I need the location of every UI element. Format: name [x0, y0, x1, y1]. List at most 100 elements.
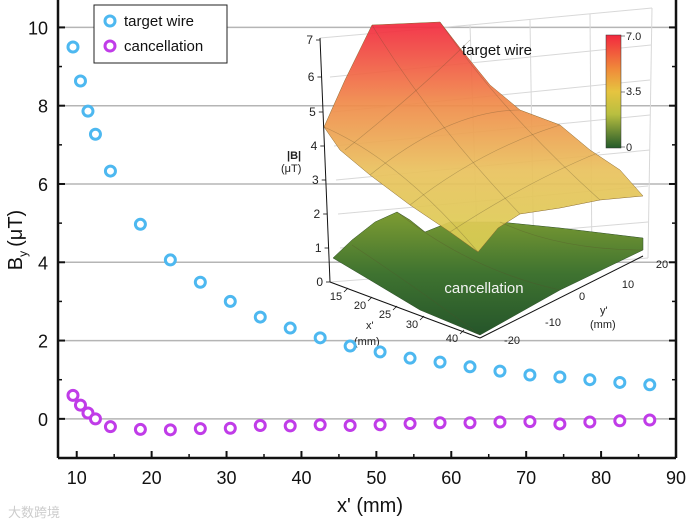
cancellation-surface-label: cancellation	[444, 280, 523, 297]
target-wire-point	[81, 104, 95, 118]
inset-z-label: |B|	[287, 150, 301, 162]
cancellation-point	[103, 420, 117, 434]
inset-x-tick	[392, 305, 398, 311]
y-axis-label: By (μT)	[5, 210, 30, 270]
target-wire-point	[373, 345, 387, 359]
target-wire-point	[643, 378, 657, 392]
colorbar-ticks	[621, 35, 625, 148]
legend-marker-target-wire	[103, 14, 117, 28]
legend-label-target-wire: target wire	[124, 13, 194, 30]
target-wire-point	[313, 331, 327, 345]
inset-z-tick-label: 7	[306, 33, 313, 47]
inset-y-tick-label: 20	[656, 259, 668, 271]
inset-y-tick-label: -10	[545, 317, 561, 329]
svg-text:By(μT): By (μT)	[5, 210, 30, 270]
legend-box	[93, 4, 228, 64]
inset-z-tick-label: 2	[313, 207, 320, 221]
inset-x-tick-label: 15	[330, 291, 342, 303]
target-wire-point	[253, 310, 267, 324]
x-axis-label: x' (mm)	[337, 495, 403, 517]
x-tick-label: 30	[217, 468, 237, 488]
cancellation-point	[193, 422, 207, 436]
surface-mesh	[323, 21, 644, 336]
colorbar-tick-min: 0	[626, 142, 632, 154]
inset-x-tick-label: 30	[406, 319, 418, 331]
inset-z-tick-label: 5	[309, 105, 316, 119]
cancellation-point	[133, 422, 147, 436]
x-tick-label: 70	[516, 468, 536, 488]
watermark: 大数跨境	[8, 506, 60, 521]
x-tick-label: 60	[441, 468, 461, 488]
target-wire-point	[523, 368, 537, 382]
cancellation-point	[223, 421, 237, 435]
inset-y-tick-label: 0	[579, 291, 585, 303]
y-tick-label: 2	[38, 332, 48, 352]
target-wire-point	[433, 355, 447, 369]
inset-z-tick-label: 1	[315, 241, 322, 255]
target-wire-point	[103, 164, 117, 178]
x-tick-label: 40	[291, 468, 311, 488]
cancellation-point	[88, 412, 102, 426]
inset-z-tick-label: 3	[312, 173, 319, 187]
target-wire-point	[163, 253, 177, 267]
inset-x-tick	[343, 287, 349, 293]
target-wire-point	[613, 375, 627, 389]
inset-3d-plot: 0 1 2 3 4 5 6 7 15 20 25 30 40 -20 -10 0 10 20 |B| (μT) x…	[281, 7, 668, 348]
x-tick-label: 20	[142, 468, 162, 488]
cancellation-point	[66, 388, 80, 402]
inset-y-label: y'	[600, 305, 608, 317]
y-tick-label: 8	[38, 97, 48, 117]
inset-x-unit: (mm)	[354, 336, 380, 348]
target-wire-point	[343, 339, 357, 353]
cancellation-point	[163, 423, 177, 437]
colorbar-tick-max: 7.0	[626, 31, 641, 43]
cancellation-point	[463, 416, 477, 430]
x-tick-label: 50	[366, 468, 386, 488]
y-tick-label: 10	[28, 18, 48, 38]
y-tick-label: 6	[38, 175, 48, 195]
target-wire-point	[133, 217, 147, 231]
cancellation-point	[343, 419, 357, 433]
inset-x-label: x'	[366, 320, 374, 332]
target-wire-point	[73, 74, 87, 88]
cancellation-point	[73, 398, 87, 412]
cancellation-point	[493, 415, 507, 429]
inset-x-tick-label: 25	[379, 309, 391, 321]
y-label-unit: (μT)	[5, 210, 27, 247]
cancellation-point	[253, 419, 267, 433]
cancellation-point	[313, 418, 327, 432]
inset-z-unit: (μT)	[281, 163, 301, 175]
target-wire-point	[403, 351, 417, 365]
x-tick-label: 10	[67, 468, 87, 488]
inset-x-tick	[367, 296, 373, 302]
inset-y-tick-label: 10	[622, 279, 634, 291]
cancellation-point	[523, 415, 537, 429]
target-wire-point	[66, 40, 80, 54]
inset-x-tick-label: 20	[354, 300, 366, 312]
target-wire-surface	[323, 21, 644, 253]
inset-x-tick	[459, 329, 465, 335]
y-label-main: B	[5, 257, 27, 270]
cancellation-point	[643, 413, 657, 427]
y-label-sub: y	[16, 251, 30, 257]
cancellation-point	[583, 415, 597, 429]
target-wire-point	[583, 373, 597, 387]
inset-x-tick	[419, 315, 425, 321]
cancellation-surface	[332, 211, 644, 336]
cancellation-point	[433, 416, 447, 430]
target-wire-point	[223, 294, 237, 308]
inset-x-tick-label: 40	[446, 333, 458, 345]
target-wire-point	[493, 364, 507, 378]
target-wire-surface-label: target wire	[462, 42, 532, 59]
y-tick-label: 4	[38, 253, 48, 273]
cancellation-point	[613, 414, 627, 428]
y-tick-label: 0	[38, 410, 48, 430]
inset-z-tick-label: 4	[311, 139, 318, 153]
colorbar	[605, 34, 622, 149]
x-tick-label: 80	[591, 468, 611, 488]
legend-label-cancellation: cancellation	[124, 38, 203, 55]
data-points	[66, 40, 657, 437]
target-wire-point	[463, 360, 477, 374]
